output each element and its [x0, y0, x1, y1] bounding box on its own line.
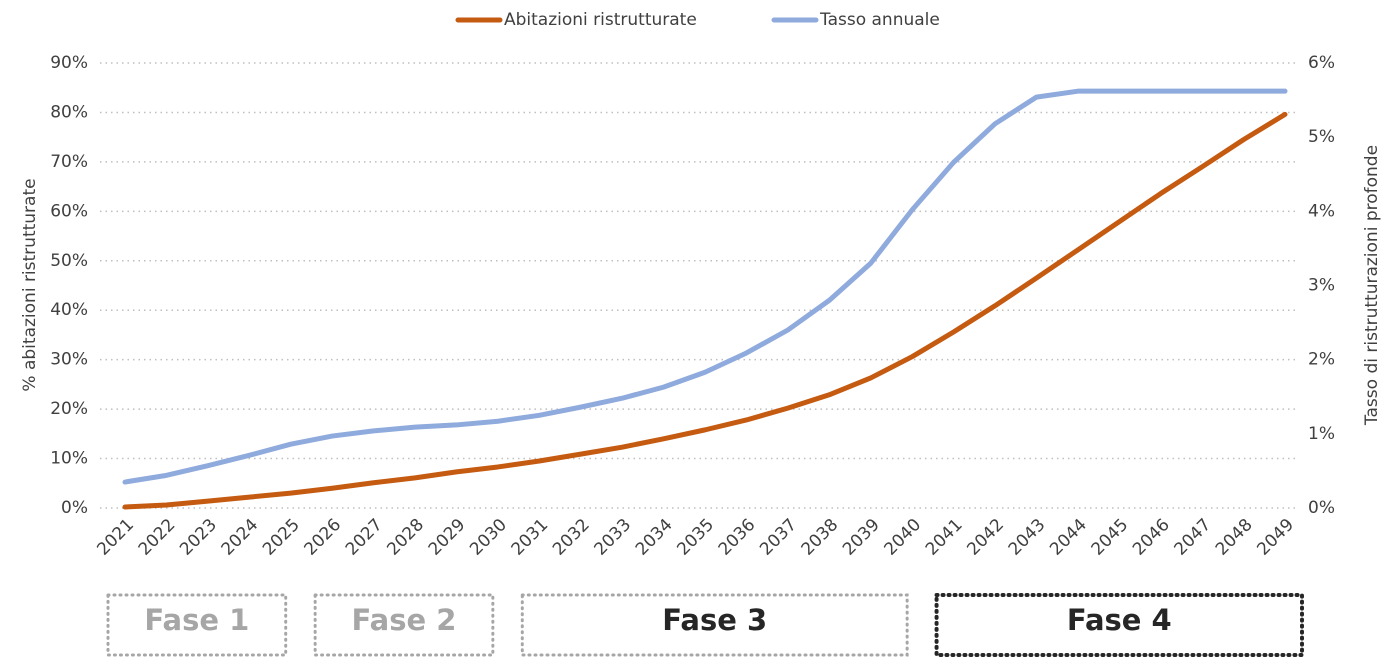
- x-tick-label: 2039: [839, 515, 884, 560]
- x-tick-label: 2028: [383, 515, 428, 560]
- y2-tick-label: 0%: [1308, 498, 1335, 518]
- y2-tick-label: 5%: [1308, 127, 1335, 147]
- phase-box: [934, 593, 1304, 657]
- x-tick-label: 2024: [218, 515, 263, 560]
- phase: Fase 1: [106, 593, 288, 657]
- x-tick-label: 2043: [1005, 515, 1050, 560]
- x-tick-label: 2032: [549, 515, 594, 560]
- y-tick-label: 20%: [50, 399, 88, 419]
- x-tick-label: 2033: [590, 515, 635, 560]
- y2-tick-label: 1%: [1308, 424, 1335, 444]
- y2-tick-label: 2%: [1308, 350, 1335, 370]
- x-tick-label: 2030: [466, 515, 511, 560]
- y-tick-label: 50%: [50, 251, 88, 271]
- x-tick-label: 2022: [135, 515, 180, 560]
- x-tick-label: 2037: [756, 515, 801, 560]
- y2-tick-label: 6%: [1308, 53, 1335, 73]
- x-tick-label: 2046: [1129, 515, 1174, 560]
- phase: Fase 2: [313, 593, 495, 657]
- x-tick-label: 2048: [1212, 515, 1257, 560]
- x-tick-label: 2045: [1088, 515, 1133, 560]
- y-tick-label: 40%: [50, 300, 88, 320]
- x-tick-label: 2029: [425, 515, 470, 560]
- x-tick-label: 2027: [342, 515, 387, 560]
- x-tick-label: 2044: [1046, 515, 1091, 560]
- y2-tick-label: 3%: [1308, 276, 1335, 296]
- x-tick-label: 2040: [880, 515, 925, 560]
- x-tick-label: 2038: [798, 515, 843, 560]
- x-tick-label: 2021: [93, 515, 138, 560]
- x-tick-label: 2042: [963, 515, 1008, 560]
- x-tick-label: 2047: [1170, 515, 1215, 560]
- phase: Fase 4: [934, 593, 1304, 657]
- y-tick-label: 70%: [50, 152, 88, 172]
- phase-label: Fase 2: [352, 603, 457, 637]
- phase-box: [106, 593, 288, 657]
- phase-box: [313, 593, 495, 657]
- phase-label: Fase 3: [662, 603, 767, 637]
- y-tick-label: 80%: [50, 102, 88, 122]
- line: [122, 88, 1288, 485]
- y-tick-label: 60%: [50, 201, 88, 221]
- y-tick-label: 30%: [50, 350, 88, 370]
- y-tick-label: 90%: [50, 53, 88, 73]
- x-tick-label: 2031: [508, 515, 553, 560]
- y-tick-label: 10%: [50, 449, 88, 469]
- x-tick-label: 2034: [632, 515, 677, 560]
- x-tick-label: 2023: [176, 515, 221, 560]
- x-tick-label: 2049: [1253, 515, 1298, 560]
- phase-label: Fase 4: [1067, 603, 1172, 637]
- x-tick-label: 2025: [259, 515, 304, 560]
- line: [122, 111, 1288, 510]
- phase-box: [520, 593, 909, 657]
- x-tick-label: 2026: [300, 515, 345, 560]
- y-axis-title: % abitazioni ristrutturate: [20, 178, 40, 391]
- y2-axis-title: Tasso di ristrutturazioni profonde: [1362, 145, 1382, 426]
- legend-label: Tasso annuale: [819, 10, 940, 30]
- x-tick-label: 2041: [922, 515, 967, 560]
- legend-label: Abitazioni ristrutturate: [504, 10, 697, 30]
- x-tick-label: 2035: [673, 515, 718, 560]
- y-tick-label: 0%: [61, 498, 88, 518]
- y2-tick-label: 4%: [1308, 201, 1335, 221]
- phase: Fase 3: [520, 593, 909, 657]
- x-tick-label: 2036: [715, 515, 760, 560]
- phase-label: Fase 1: [144, 603, 249, 637]
